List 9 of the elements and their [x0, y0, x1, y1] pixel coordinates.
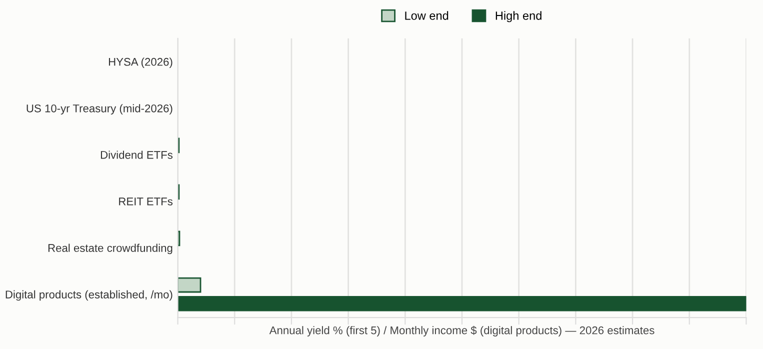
x-axis-title: Annual yield % (first 5) / Monthly income $ (digital products) — 2026 estimates — [269, 326, 654, 336]
legend-label: High end — [496, 11, 542, 22]
y-tick-label: HYSA (2026) — [108, 58, 172, 68]
legend-label: Low end — [405, 11, 448, 20]
y-tick-label: Dividend ETFs — [100, 150, 173, 159]
y-tick-label: REIT ETFs — [119, 198, 173, 206]
y-tick-label: Real estate crowdfunding — [48, 244, 172, 254]
y-tick-label: US 10-yr Treasury (mid-2026) — [26, 104, 172, 115]
y-tick-label: Digital products (established, /mo) — [6, 290, 172, 301]
